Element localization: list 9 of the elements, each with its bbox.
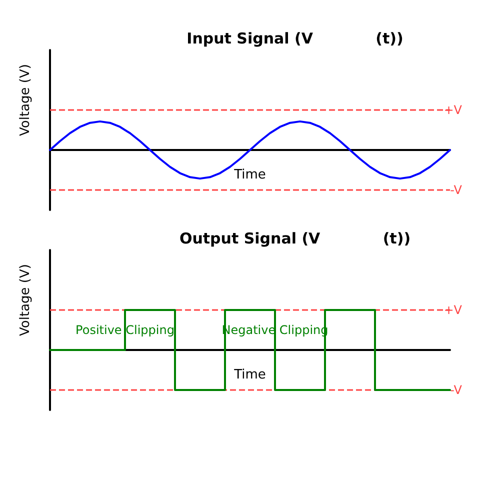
- x-axis-title: Time: [233, 368, 266, 382]
- y-axis-title: Voltage (V): [18, 264, 33, 336]
- x-axis-title: Time: [233, 168, 266, 182]
- ref-line-label: -V: [450, 183, 463, 197]
- annotation: Positive Clipping: [76, 323, 174, 337]
- ref-line-label: -V: [450, 383, 463, 397]
- chart-title: Input Signal (V (t)): [186, 30, 404, 48]
- y-axis-title: Voltage (V): [18, 64, 33, 136]
- chart-title: Output Signal (V (t)): [179, 230, 411, 248]
